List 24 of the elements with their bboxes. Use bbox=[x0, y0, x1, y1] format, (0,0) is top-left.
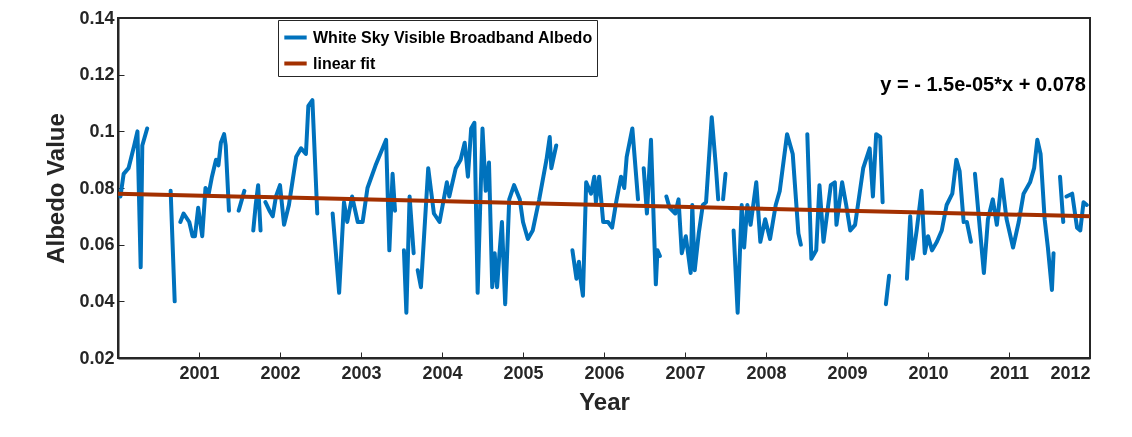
x-tick-label: 2006 bbox=[584, 362, 625, 383]
legend-label: White Sky Visible Broadband Albedo bbox=[313, 28, 593, 46]
legend-label: linear fit bbox=[313, 54, 376, 72]
y-axis-title: Albedo Value bbox=[42, 113, 70, 264]
y-tick-label: 0.14 bbox=[79, 7, 115, 28]
x-tick-label: 2003 bbox=[341, 362, 382, 383]
y-tick-label: 0.06 bbox=[79, 234, 115, 255]
x-tick-label: 2004 bbox=[422, 362, 463, 383]
y-tick-label: 0.1 bbox=[89, 120, 115, 141]
y-tick-label: 0.02 bbox=[79, 347, 115, 368]
x-tick-label: 2010 bbox=[908, 362, 949, 383]
x-tick-label: 2009 bbox=[827, 362, 868, 383]
x-tick-label: 2011 bbox=[989, 362, 1030, 383]
x-tick-label: 2001 bbox=[179, 362, 220, 383]
x-tick-label: 2002 bbox=[260, 362, 301, 383]
x-tick-label: 2012 bbox=[1050, 362, 1091, 383]
x-tick-label: 2008 bbox=[746, 362, 787, 383]
x-tick-label: 2005 bbox=[503, 362, 544, 383]
annotation: y = - 1.5e-05*x + 0.078 bbox=[880, 73, 1086, 95]
x-tick-label: 2007 bbox=[665, 362, 706, 383]
y-tick-label: 0.08 bbox=[79, 177, 115, 198]
x-axis-title: Year bbox=[579, 387, 630, 415]
y-tick-label: 0.04 bbox=[79, 290, 115, 311]
y-tick-label: 0.12 bbox=[79, 64, 115, 85]
